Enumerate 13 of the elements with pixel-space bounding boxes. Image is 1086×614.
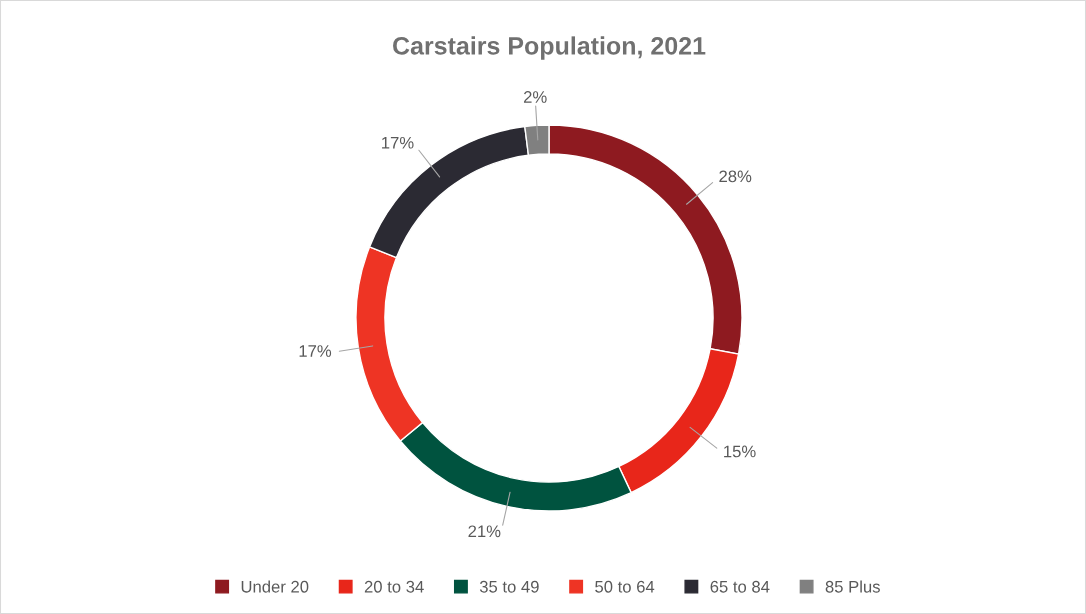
legend-label: 50 to 64 [595, 580, 655, 593]
legend-label: 35 to 49 [479, 580, 539, 593]
data-label: 21% [468, 525, 501, 538]
legend-label: Under 20 [241, 580, 309, 593]
data-label: 2% [523, 91, 547, 103]
data-label: 17% [299, 345, 332, 357]
data-label: 28% [719, 170, 752, 183]
legend-label: 85 Plus [825, 580, 880, 593]
legend-label: 20 to 34 [364, 580, 424, 593]
data-label: 17% [382, 136, 414, 149]
chart-title: Carstairs Population, 2021 [393, 36, 706, 60]
legend-label: 65 to 84 [710, 580, 770, 593]
data-label: 15% [724, 445, 756, 458]
